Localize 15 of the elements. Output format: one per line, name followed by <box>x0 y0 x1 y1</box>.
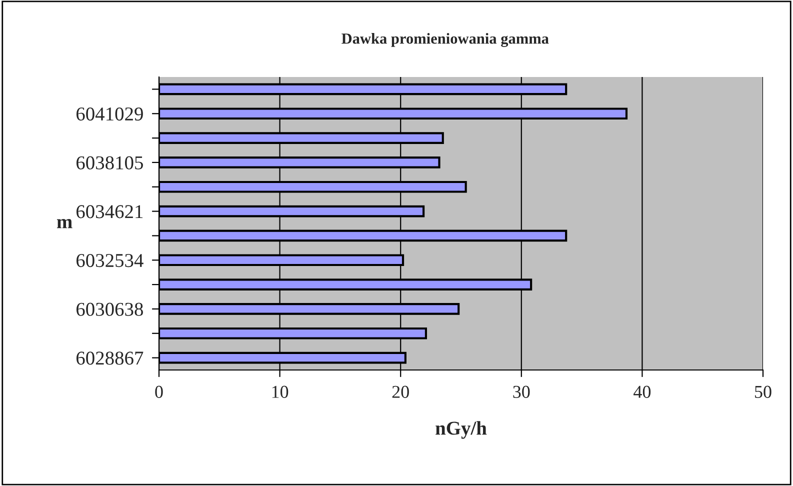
y-axis-title: m <box>56 219 72 228</box>
x-tick-label: 10 <box>272 386 288 398</box>
x-axis-title: nGy/h <box>436 421 487 439</box>
x-tick-label: 40 <box>634 386 651 398</box>
x-tick-label: 0 <box>155 386 163 398</box>
chart-title: Dawka promieniowania gamma <box>342 33 549 47</box>
y-tick-label: 6032534 <box>76 254 144 268</box>
y-tick-label: 6028867 <box>76 352 144 365</box>
y-tick-label: 6038105 <box>76 156 143 170</box>
x-tick-label: 50 <box>755 386 772 398</box>
x-tick-label: 20 <box>392 386 409 398</box>
y-tick-label: 6030638 <box>76 302 143 316</box>
y-tick-label: 6034621 <box>76 205 143 218</box>
y-tick-label: 6041029 <box>76 107 143 121</box>
x-tick-label: 30 <box>513 386 530 398</box>
